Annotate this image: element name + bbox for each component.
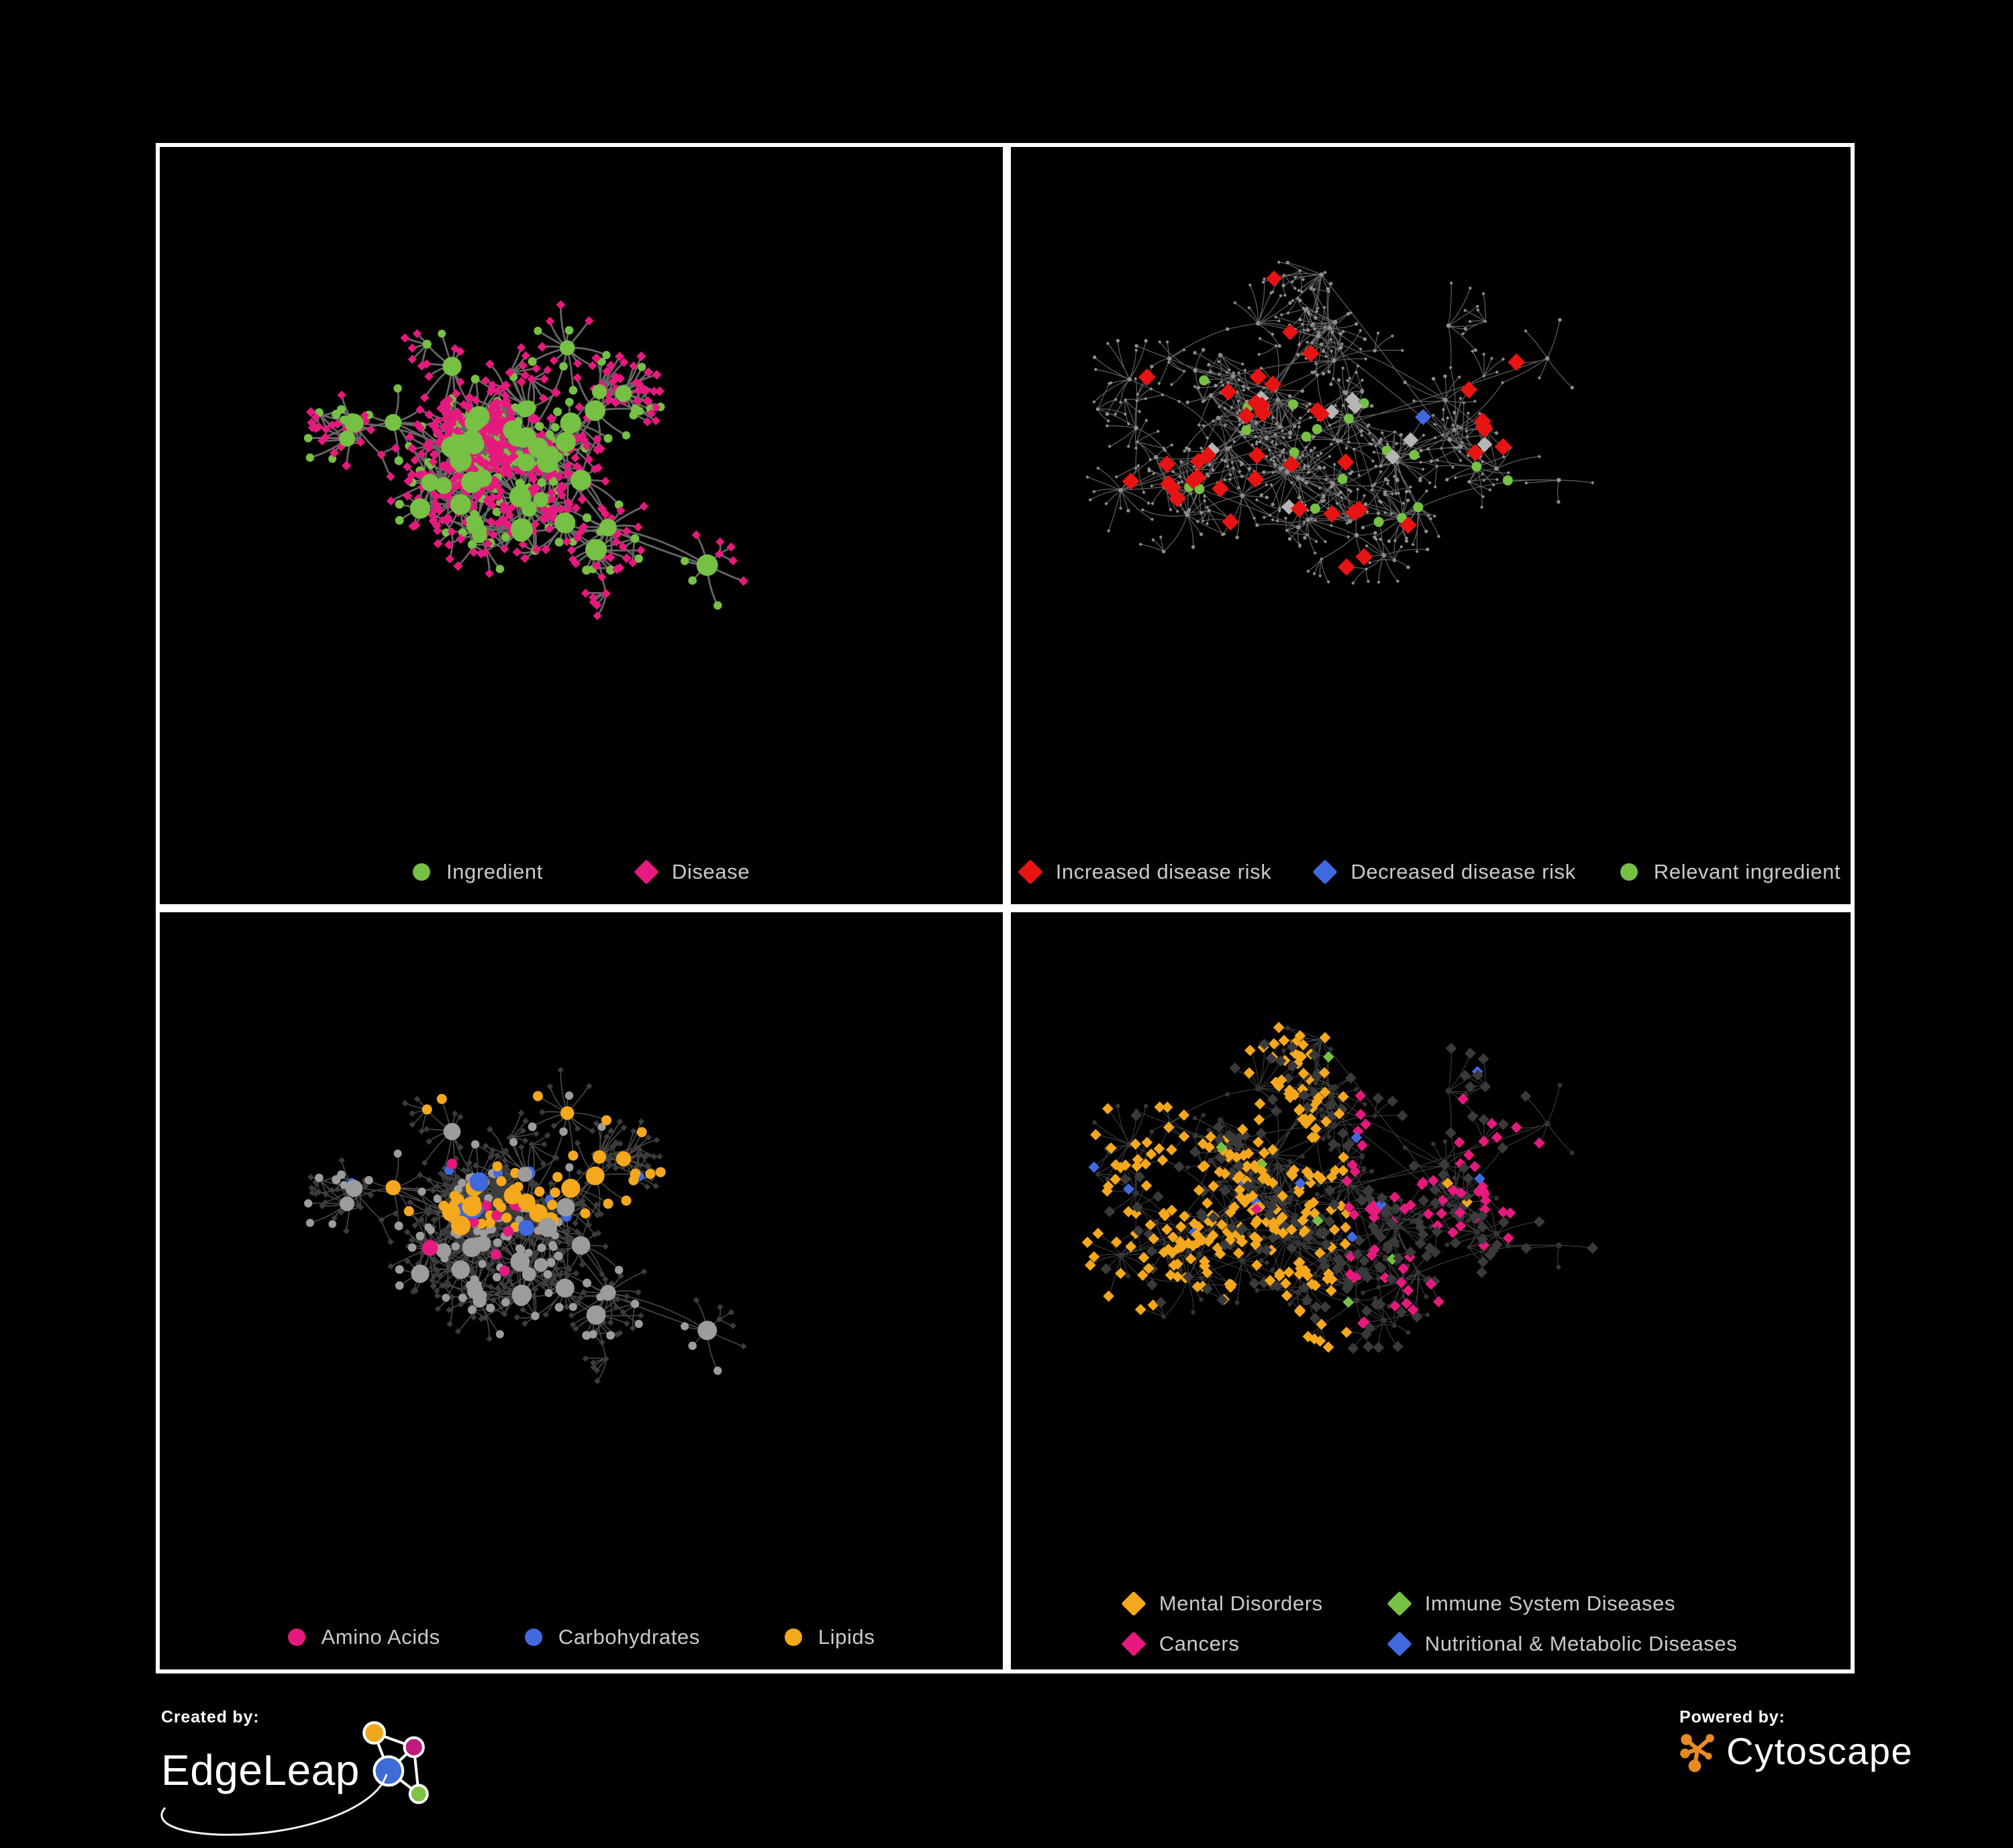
legend-item: Increased disease risk: [1017, 859, 1272, 885]
legend-ingredient-disease: Ingredient Disease: [160, 859, 1003, 885]
mental-disorders-marker-icon: [1121, 1591, 1146, 1616]
legend-label: Ingredient: [446, 860, 543, 883]
relevant-ingredient-marker-icon: [1620, 863, 1638, 881]
cytoscape-logo-text: Cytoscape: [1726, 1730, 1914, 1772]
lipids-marker-icon: [784, 1628, 802, 1646]
powered-by-caption: Powered by:: [1679, 1708, 1785, 1727]
legend-label: Amino Acids: [321, 1625, 440, 1649]
legend-label: Increased disease risk: [1055, 860, 1272, 883]
legend-label: Cancers: [1159, 1632, 1240, 1655]
legend-label: Mental Disorders: [1159, 1592, 1323, 1615]
ingredient-marker-icon: [412, 863, 430, 881]
cytoscape-logo-icon: [1680, 1734, 1714, 1772]
legend-label: Disease: [671, 860, 750, 883]
legend-label: Lipids: [818, 1625, 875, 1649]
legend-label: Decreased disease risk: [1351, 860, 1576, 883]
immune-system-diseases-marker-icon: [1386, 1591, 1412, 1616]
legend-disease-risk: Increased disease risk Decreased disease…: [1011, 859, 1851, 885]
network-graph-disease-categories: [1081, 1022, 1599, 1355]
edgeleap-logo-text: EdgeLeap: [161, 1746, 360, 1794]
carbohydrates-marker-icon: [524, 1628, 542, 1646]
legend-item: Immune System Diseases: [1386, 1591, 1675, 1616]
legend-label: Relevant ingredient: [1653, 860, 1841, 883]
panel-disease-risk: Increased disease risk Decreased disease…: [1007, 143, 1855, 908]
amino-acids-marker-icon: [287, 1628, 305, 1646]
network-graph-disease-risk: [1085, 260, 1595, 585]
panel-ingredient-disease: Ingredient Disease: [156, 143, 1007, 908]
edgeleap-credit: Created by: EdgeLeap: [160, 1708, 510, 1836]
panel-nutrient-classes: Amino Acids Carbohydrates Lipids: [156, 908, 1007, 1673]
increased-risk-marker-icon: [1017, 859, 1043, 885]
network-graph-nutrient-classes: [304, 1067, 747, 1385]
legend-item: Carbohydrates: [524, 1625, 700, 1649]
legend-item: Cancers: [1121, 1631, 1240, 1657]
legend-item: Relevant ingredient: [1620, 860, 1841, 884]
decreased-risk-marker-icon: [1312, 859, 1338, 885]
panel-grid: Ingredient Disease Increased disease ris…: [156, 143, 1855, 1673]
legend-item: Amino Acids: [287, 1625, 440, 1649]
legend-label: Immune System Diseases: [1424, 1592, 1675, 1615]
cancers-marker-icon: [1121, 1631, 1146, 1657]
cytoscape-credit: Powered by: Cytoscape: [1679, 1708, 1961, 1808]
edgeleap-logo-icon: [362, 1721, 429, 1804]
legend-disease-categories: Mental Disorders Immune System Diseases …: [1011, 1591, 1851, 1657]
panel-disease-categories: Mental Disorders Immune System Diseases …: [1007, 908, 1855, 1673]
disease-marker-icon: [634, 859, 659, 885]
legend-item: Mental Disorders: [1121, 1591, 1323, 1616]
legend-item: Lipids: [784, 1625, 875, 1649]
legend-item: Nutritional & Metabolic Diseases: [1386, 1631, 1738, 1657]
legend-item: Ingredient: [412, 860, 543, 884]
nutritional-metabolic-diseases-marker-icon: [1386, 1631, 1412, 1657]
created-by-caption: Created by:: [161, 1708, 260, 1727]
legend-label: Nutritional & Metabolic Diseases: [1424, 1632, 1738, 1655]
legend-label: Carbohydrates: [558, 1625, 700, 1649]
network-graph-ingredient-disease: [303, 300, 748, 620]
legend-nutrient-classes: Amino Acids Carbohydrates Lipids: [160, 1625, 1003, 1649]
legend-item: Disease: [634, 859, 750, 885]
legend-item: Decreased disease risk: [1312, 859, 1576, 885]
